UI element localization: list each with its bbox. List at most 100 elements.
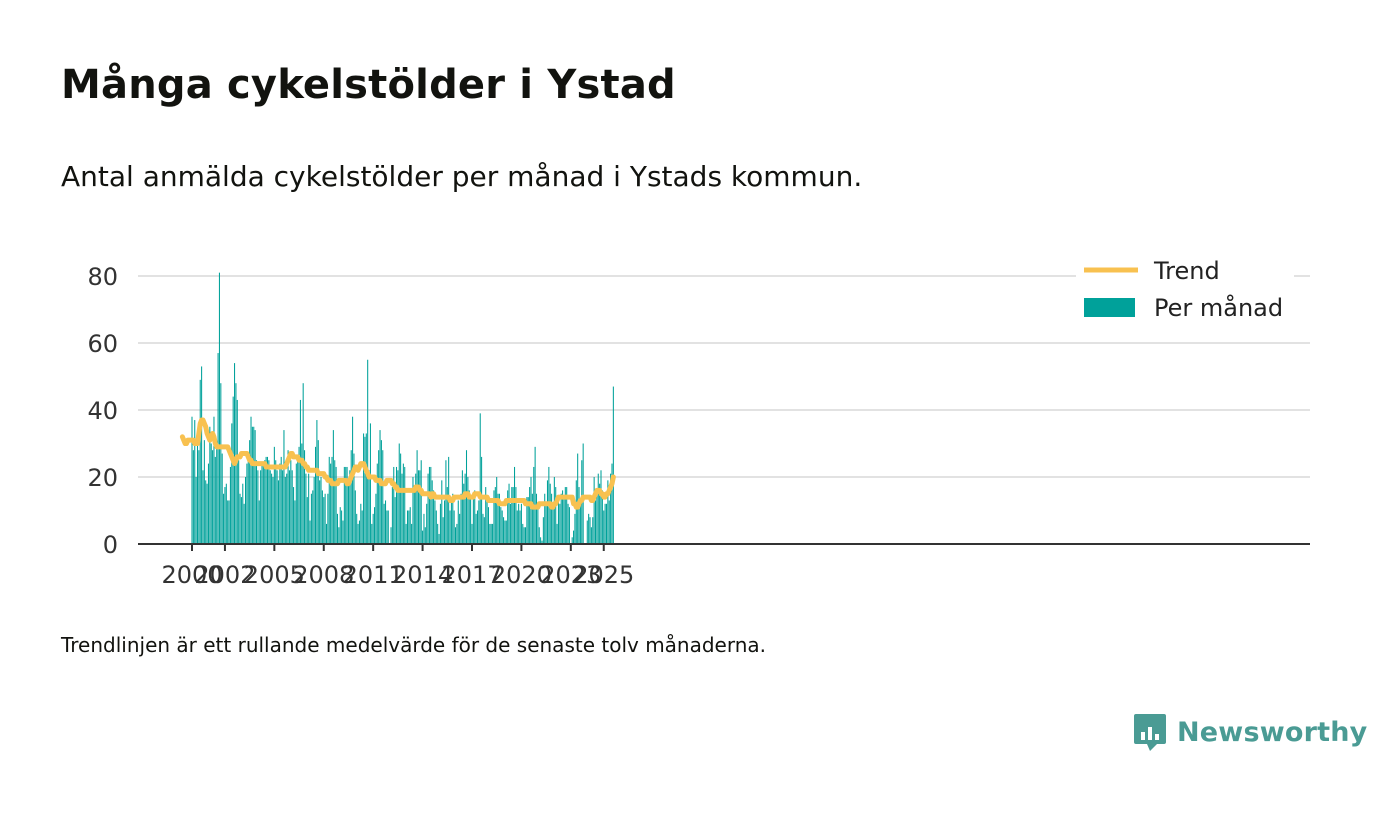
bar bbox=[401, 473, 403, 544]
bar bbox=[567, 503, 569, 544]
bar bbox=[476, 510, 479, 544]
bar bbox=[250, 416, 252, 544]
bar bbox=[431, 480, 433, 544]
bar bbox=[360, 503, 362, 544]
bar bbox=[293, 487, 295, 544]
bar bbox=[214, 456, 216, 544]
bar bbox=[265, 456, 267, 544]
bar bbox=[356, 513, 358, 544]
bar bbox=[264, 460, 266, 544]
bar bbox=[404, 466, 406, 544]
bar bbox=[573, 530, 575, 544]
bar bbox=[441, 480, 443, 544]
trend-line-layer bbox=[179, 417, 616, 510]
bar bbox=[332, 430, 334, 544]
bar bbox=[610, 473, 612, 544]
bar bbox=[424, 527, 426, 544]
bar bbox=[426, 503, 428, 544]
bar bbox=[596, 490, 598, 544]
bar bbox=[449, 510, 451, 544]
bar bbox=[575, 480, 577, 544]
bar bbox=[328, 456, 330, 544]
bar bbox=[442, 517, 444, 544]
bar bbox=[492, 523, 494, 544]
bar bbox=[574, 513, 576, 544]
bar bbox=[415, 473, 417, 544]
bar bbox=[468, 490, 470, 544]
bar bbox=[411, 523, 413, 544]
bar bbox=[227, 500, 229, 544]
bar bbox=[253, 426, 255, 544]
bar bbox=[540, 537, 542, 544]
bar bbox=[472, 497, 474, 544]
bar bbox=[286, 473, 288, 544]
bar bbox=[358, 520, 360, 544]
bar bbox=[483, 517, 485, 544]
bar bbox=[295, 463, 297, 544]
bar bbox=[498, 493, 500, 544]
bar bbox=[563, 497, 565, 544]
bar bbox=[464, 473, 466, 544]
bar bbox=[316, 420, 318, 544]
bar bbox=[552, 507, 554, 544]
bar bbox=[196, 430, 199, 544]
y-axis-labels: 0 20 40 60 80 bbox=[87, 263, 118, 559]
bar bbox=[605, 503, 608, 544]
bar bbox=[240, 497, 242, 544]
bar bbox=[470, 497, 472, 544]
bar bbox=[479, 413, 481, 544]
bar bbox=[444, 500, 446, 544]
bar bbox=[287, 450, 289, 544]
y-tick-label: 20 bbox=[87, 464, 118, 492]
bar bbox=[268, 460, 270, 544]
bar bbox=[201, 366, 203, 544]
newsworthy-logo: Newsworthy bbox=[1133, 712, 1367, 752]
bar bbox=[364, 436, 366, 544]
bar bbox=[588, 513, 590, 544]
bar bbox=[459, 513, 461, 544]
bar bbox=[354, 490, 356, 544]
bar bbox=[357, 523, 359, 544]
bar bbox=[325, 523, 328, 544]
bar bbox=[535, 493, 538, 544]
chart-subtitle: Antal anmälda cykelstölder per månad i Y… bbox=[61, 160, 863, 193]
bar bbox=[246, 463, 248, 544]
bar bbox=[544, 493, 546, 544]
bar bbox=[603, 510, 605, 544]
bar bbox=[600, 470, 602, 544]
bar bbox=[338, 527, 340, 544]
bar bbox=[309, 520, 311, 544]
bar bbox=[493, 490, 495, 544]
bar bbox=[394, 497, 396, 544]
bar bbox=[232, 396, 234, 544]
bar bbox=[527, 497, 529, 544]
bar bbox=[586, 520, 588, 544]
bar bbox=[255, 460, 258, 544]
bar bbox=[199, 379, 201, 544]
bar bbox=[290, 460, 292, 544]
bar bbox=[549, 483, 551, 544]
bar bbox=[568, 507, 570, 544]
bar bbox=[395, 466, 398, 544]
bar bbox=[210, 443, 212, 544]
bar bbox=[522, 523, 524, 544]
bar bbox=[496, 477, 498, 544]
bar bbox=[245, 477, 247, 544]
bar bbox=[349, 470, 351, 544]
bar bbox=[304, 450, 306, 544]
bar bbox=[324, 493, 326, 544]
y-tick-label: 0 bbox=[103, 531, 118, 559]
bar bbox=[310, 493, 312, 544]
bar bbox=[511, 487, 513, 544]
bar bbox=[207, 463, 209, 544]
x-tick-label: 2005 bbox=[244, 561, 305, 589]
bar bbox=[221, 453, 223, 544]
bar bbox=[294, 500, 296, 544]
bar bbox=[372, 513, 374, 544]
bar bbox=[365, 433, 367, 544]
bar bbox=[530, 477, 532, 544]
bar bbox=[465, 450, 468, 544]
bar bbox=[194, 420, 196, 544]
bar bbox=[607, 480, 609, 544]
bar bbox=[534, 446, 536, 544]
